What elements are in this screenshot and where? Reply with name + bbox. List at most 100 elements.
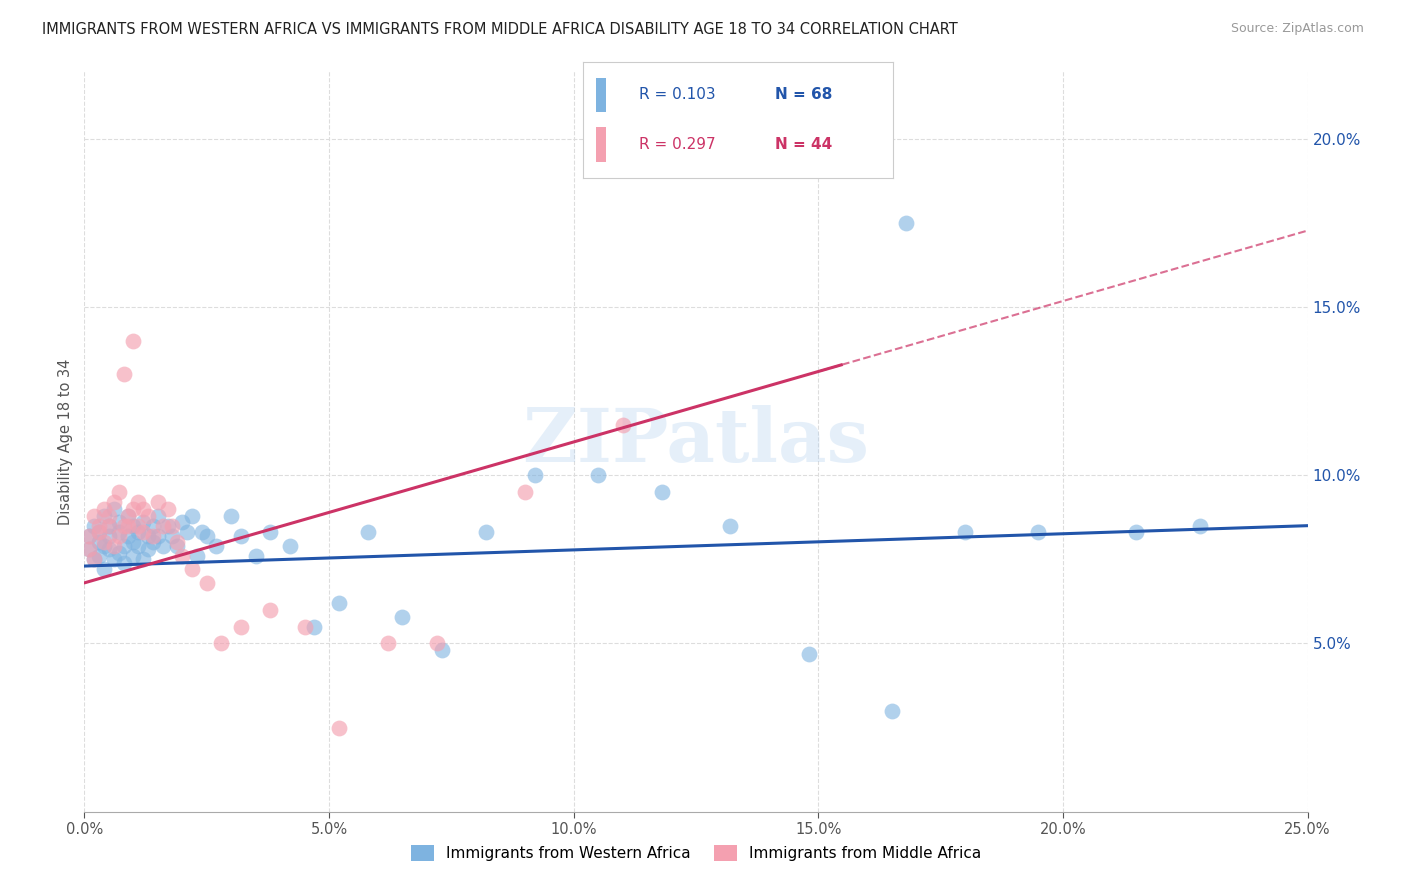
Point <box>117 529 139 543</box>
Point <box>181 562 204 576</box>
Point <box>391 609 413 624</box>
Point <box>77 542 100 557</box>
Point <box>181 508 204 523</box>
Point <box>426 636 449 650</box>
Text: ZIPatlas: ZIPatlas <box>523 405 869 478</box>
Point <box>156 501 179 516</box>
Point <box>146 508 169 523</box>
Bar <box>596 78 606 112</box>
Point <box>304 619 326 633</box>
Point <box>142 518 165 533</box>
Point <box>278 539 301 553</box>
Legend: Immigrants from Western Africa, Immigrants from Middle Africa: Immigrants from Western Africa, Immigran… <box>405 838 987 867</box>
Point <box>152 539 174 553</box>
Point <box>294 619 316 633</box>
Point <box>807 131 830 145</box>
Point <box>87 549 110 563</box>
Point <box>83 552 105 566</box>
Text: N = 44: N = 44 <box>775 137 832 153</box>
Point <box>132 552 155 566</box>
Point <box>146 495 169 509</box>
Point <box>191 525 214 540</box>
Point <box>612 417 634 432</box>
Point <box>166 535 188 549</box>
Point <box>172 549 194 563</box>
Point <box>953 525 976 540</box>
Point <box>651 485 673 500</box>
Point <box>430 643 453 657</box>
Point <box>97 518 120 533</box>
Point <box>117 508 139 523</box>
Point <box>162 529 184 543</box>
Point <box>97 542 120 557</box>
Point <box>880 704 903 718</box>
Point <box>117 518 139 533</box>
Point <box>132 516 155 530</box>
Point <box>117 508 139 523</box>
Point <box>586 468 609 483</box>
Point <box>127 495 149 509</box>
Point <box>136 542 159 557</box>
Point <box>107 516 129 530</box>
Point <box>107 545 129 560</box>
Point <box>112 556 135 570</box>
Point <box>136 529 159 543</box>
Point <box>357 525 380 540</box>
Text: N = 68: N = 68 <box>775 87 832 103</box>
Text: Source: ZipAtlas.com: Source: ZipAtlas.com <box>1230 22 1364 36</box>
Point <box>513 485 536 500</box>
Point <box>377 636 399 650</box>
Point <box>93 539 115 553</box>
Point <box>112 518 135 533</box>
Point <box>152 518 174 533</box>
Point <box>103 552 125 566</box>
Point <box>83 552 105 566</box>
Point <box>1028 525 1050 540</box>
Point <box>797 647 820 661</box>
Point <box>122 501 145 516</box>
Point <box>77 529 100 543</box>
Point <box>87 518 110 533</box>
Point <box>1188 518 1211 533</box>
Point <box>209 636 232 650</box>
Point <box>97 529 120 543</box>
Point <box>259 603 281 617</box>
Y-axis label: Disability Age 18 to 34: Disability Age 18 to 34 <box>58 359 73 524</box>
Point <box>127 539 149 553</box>
Point <box>93 508 115 523</box>
Point <box>162 518 184 533</box>
Point <box>132 501 155 516</box>
Point <box>107 525 129 540</box>
Point <box>229 619 252 633</box>
Point <box>97 518 120 533</box>
Point <box>107 485 129 500</box>
Point <box>245 549 267 563</box>
Point <box>83 518 105 533</box>
Point <box>103 501 125 516</box>
Point <box>259 525 281 540</box>
Point <box>122 535 145 549</box>
Text: R = 0.103: R = 0.103 <box>640 87 716 103</box>
Point <box>205 539 228 553</box>
Point <box>103 495 125 509</box>
Point <box>87 525 110 540</box>
Point <box>132 525 155 540</box>
Point <box>112 539 135 553</box>
Point <box>136 508 159 523</box>
Point <box>176 525 198 540</box>
Point <box>122 334 145 348</box>
Point <box>195 575 218 590</box>
Point <box>142 529 165 543</box>
Point <box>93 535 115 549</box>
Point <box>93 501 115 516</box>
Point <box>122 518 145 533</box>
Point <box>718 518 741 533</box>
Point <box>523 468 546 483</box>
Point <box>195 529 218 543</box>
Point <box>156 518 179 533</box>
Point <box>328 721 350 735</box>
Point <box>166 539 188 553</box>
Point <box>474 525 496 540</box>
Point <box>83 508 105 523</box>
Point <box>112 368 135 382</box>
